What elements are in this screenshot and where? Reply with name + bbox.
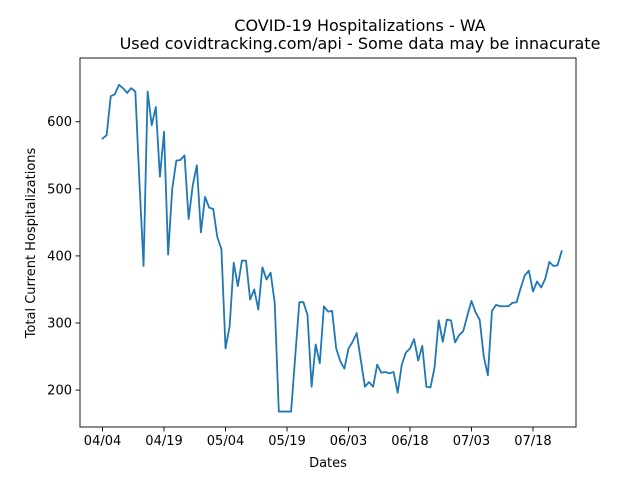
x-tick-label: 07/03 [453, 434, 490, 449]
x-tick-label: 05/19 [268, 434, 305, 449]
x-tick-label: 07/18 [514, 434, 551, 449]
x-tick-label: 06/03 [330, 434, 367, 449]
y-tick-label: 400 [47, 249, 72, 264]
chart-subtitle: Used covidtracking.com/api - Some data m… [120, 34, 601, 53]
x-tick-label: 06/18 [391, 434, 428, 449]
y-tick-label: 500 [47, 182, 72, 197]
y-axis-label: Total Current Hospitalizations [24, 147, 39, 339]
y-tick-label: 600 [47, 115, 72, 130]
series-line [101, 83, 563, 413]
plot-frame [79, 57, 577, 428]
plot-area: 04/04 04/19 05/04 05/19 06/03 06/18 07/03 07/18… [47, 57, 577, 449]
x-tick-label: 04/04 [84, 434, 121, 449]
chart-title: COVID-19 Hospitalizations - WA [234, 16, 485, 35]
y-tick-label: 300 [47, 317, 72, 332]
y-tick-label: 200 [47, 384, 72, 399]
x-tick-label: 04/19 [145, 434, 182, 449]
x-axis-label: Dates [309, 456, 347, 471]
x-tick-label: 05/04 [207, 434, 244, 449]
